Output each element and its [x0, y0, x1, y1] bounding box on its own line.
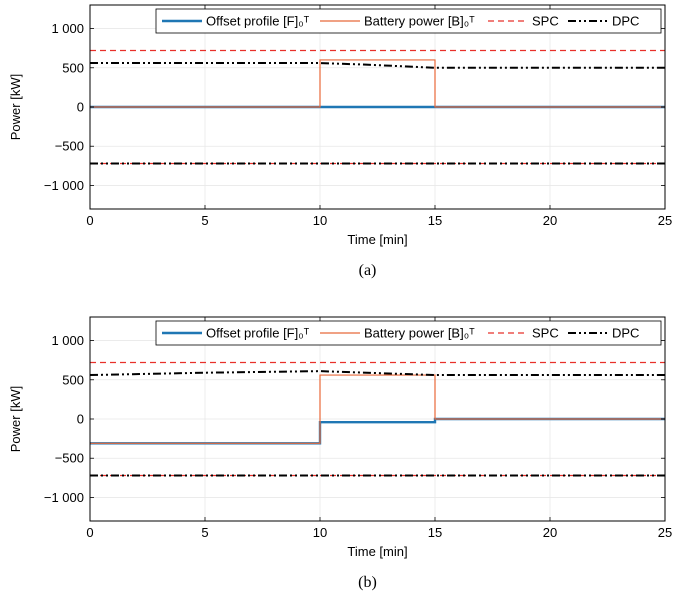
series-dpc-line [89, 370, 665, 377]
chart-caption: (a) [359, 262, 377, 279]
x-axis-label: Time [min] [347, 544, 407, 559]
legend-label-dpc: DPC [612, 326, 639, 341]
y-tick-label: 1 000 [51, 333, 84, 348]
x-tick-label: 10 [313, 213, 327, 228]
legend-label-battery: Battery power [B]₀ᵀ [364, 14, 475, 29]
x-tick-label: 10 [313, 525, 327, 540]
x-tick-label: 5 [201, 525, 208, 540]
legend-label-offset: Offset profile [F]₀ᵀ [206, 326, 310, 341]
series-battery-line [90, 59, 665, 108]
y-tick-label: −1 000 [44, 178, 84, 193]
legend-label-offset: Offset profile [F]₀ᵀ [206, 14, 310, 29]
series-battery-line [90, 374, 665, 444]
x-tick-label: 5 [201, 213, 208, 228]
legend: Offset profile [F]₀ᵀ Battery power [B]₀ᵀ S… [155, 8, 662, 34]
legend: Offset profile [F]₀ᵀ Battery power [B]₀ᵀ S… [155, 320, 662, 346]
y-tick-label: −500 [55, 139, 84, 154]
x-tick-label: 15 [428, 213, 442, 228]
series-offset-line [90, 417, 665, 445]
x-tick-label: 25 [658, 213, 672, 228]
chart-caption: (b) [358, 574, 377, 591]
y-tick-label: −1 000 [44, 490, 84, 505]
y-axis-label: Power [kW] [8, 74, 23, 140]
chart-b: 0 5 10 15 20 25 −1 000 −500 0 500 1 000 Time [min] P… [8, 316, 672, 591]
legend-box [155, 8, 662, 34]
legend-label-spc: SPC [532, 14, 559, 29]
series-dpc-line [90, 62, 665, 69]
y-tick-label: 500 [62, 60, 84, 75]
legend-label-battery: Battery power [B]₀ᵀ [364, 326, 475, 341]
y-tick-label: 1 000 [51, 21, 84, 36]
y-axis-label: Power [kW] [8, 386, 23, 452]
x-tick-label: 15 [428, 525, 442, 540]
x-tick-label: 20 [543, 213, 557, 228]
y-tick-label: −500 [55, 451, 84, 466]
legend-box [155, 320, 662, 346]
x-axis-label: Time [min] [347, 232, 407, 247]
y-tick-label: 500 [62, 372, 84, 387]
x-tick-label: 20 [543, 525, 557, 540]
x-tick-label: 0 [86, 525, 93, 540]
y-tick-label: 0 [77, 412, 84, 427]
x-tick-label: 0 [86, 213, 93, 228]
x-tick-label: 25 [658, 525, 672, 540]
legend-label-dpc: DPC [612, 14, 639, 29]
chart-a: 0 5 10 15 20 25 −1 000 −500 0 500 1 000 Time [min] P… [8, 4, 672, 279]
y-tick-label: 0 [77, 100, 84, 115]
legend-label-spc: SPC [532, 326, 559, 341]
